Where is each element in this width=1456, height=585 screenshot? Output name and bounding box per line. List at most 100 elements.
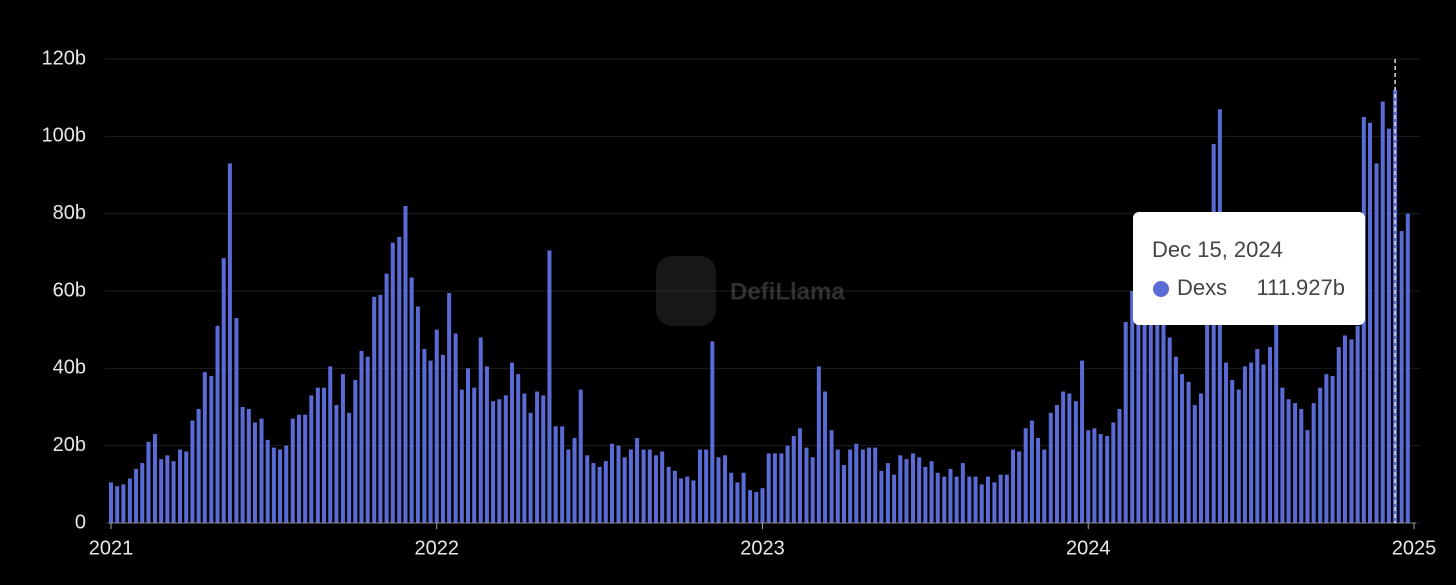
bar xyxy=(985,476,990,523)
bar xyxy=(1111,422,1116,523)
bar xyxy=(1130,291,1135,523)
bar xyxy=(1255,349,1260,523)
bar xyxy=(409,277,414,523)
bar xyxy=(810,457,815,523)
bar xyxy=(347,412,352,523)
bar xyxy=(967,476,972,523)
bar xyxy=(785,445,790,523)
tooltip: Dec 15, 2024 Dexs 111.927b xyxy=(1133,212,1365,325)
bar xyxy=(772,453,777,523)
bar xyxy=(1011,449,1016,523)
bar xyxy=(509,362,514,523)
bar xyxy=(729,472,734,523)
bar xyxy=(134,468,139,523)
bar xyxy=(616,445,621,523)
bar xyxy=(440,354,445,523)
bar xyxy=(704,449,709,523)
bar xyxy=(472,387,477,523)
bar xyxy=(127,478,132,523)
bar xyxy=(453,333,458,523)
bar xyxy=(109,482,113,523)
bar xyxy=(710,341,715,523)
y-tick-label: 0 xyxy=(75,511,86,533)
bar xyxy=(829,430,834,523)
bar xyxy=(1311,403,1316,523)
bar xyxy=(622,457,627,523)
bar xyxy=(679,478,684,523)
bar xyxy=(497,399,502,523)
bar xyxy=(754,492,759,523)
bar xyxy=(340,374,345,523)
bar xyxy=(854,443,859,523)
bar xyxy=(585,455,590,523)
bar xyxy=(1186,381,1191,523)
bar xyxy=(1380,101,1385,524)
bar xyxy=(841,465,846,523)
bar xyxy=(1324,374,1329,523)
bar xyxy=(610,443,615,523)
bar xyxy=(315,387,320,523)
x-tick-label: 2025 xyxy=(1392,537,1437,559)
bar xyxy=(322,387,327,523)
bar xyxy=(178,449,183,523)
y-tick-label: 100b xyxy=(42,125,87,147)
bar xyxy=(278,449,283,523)
bar xyxy=(259,418,264,523)
bar xyxy=(917,457,922,523)
bar xyxy=(973,476,978,523)
bar xyxy=(1148,306,1153,523)
tooltip-series: Dexs xyxy=(1177,275,1227,300)
bar xyxy=(1274,321,1279,523)
bar xyxy=(804,447,809,523)
bar xyxy=(1086,430,1091,523)
bar xyxy=(954,476,959,523)
bar xyxy=(252,422,257,523)
bar xyxy=(741,472,746,523)
bar xyxy=(1318,387,1323,523)
bar xyxy=(748,490,753,523)
bar xyxy=(290,418,295,523)
bar xyxy=(553,426,558,523)
bar xyxy=(1105,436,1110,523)
watermark-text: DefiLlama xyxy=(730,278,845,305)
tooltip-swatch xyxy=(1153,281,1169,297)
bar xyxy=(1355,325,1360,523)
bar xyxy=(1048,412,1053,523)
bar xyxy=(641,449,646,523)
bar xyxy=(1073,401,1078,523)
bar xyxy=(1368,122,1373,524)
bar xyxy=(202,372,207,523)
bar xyxy=(904,459,909,523)
bar xyxy=(284,445,289,523)
tooltip-date: Dec 15, 2024 xyxy=(1152,237,1283,262)
bar xyxy=(1098,434,1103,523)
bar xyxy=(1080,360,1085,523)
bar xyxy=(948,468,953,523)
bar xyxy=(635,437,640,523)
tooltip-value: 111.927b xyxy=(1257,275,1346,300)
bar xyxy=(146,441,151,523)
bar xyxy=(898,455,903,523)
bar xyxy=(234,318,239,523)
bar xyxy=(816,366,821,523)
bar xyxy=(547,250,552,523)
bar xyxy=(1342,335,1347,523)
bar xyxy=(1036,437,1041,523)
y-tick-label: 40b xyxy=(53,357,86,379)
bar xyxy=(478,337,483,523)
bar xyxy=(723,455,728,523)
bar xyxy=(422,349,427,523)
bar xyxy=(115,486,120,523)
x-tick-label: 2023 xyxy=(740,537,785,559)
bar xyxy=(691,480,696,523)
bar xyxy=(1198,393,1203,523)
bar xyxy=(1161,321,1166,523)
bar xyxy=(1123,321,1128,523)
bar xyxy=(1242,366,1247,523)
bar xyxy=(1023,428,1028,523)
bar xyxy=(685,476,690,523)
y-tick-label: 20b xyxy=(53,434,86,456)
bar xyxy=(591,463,596,523)
